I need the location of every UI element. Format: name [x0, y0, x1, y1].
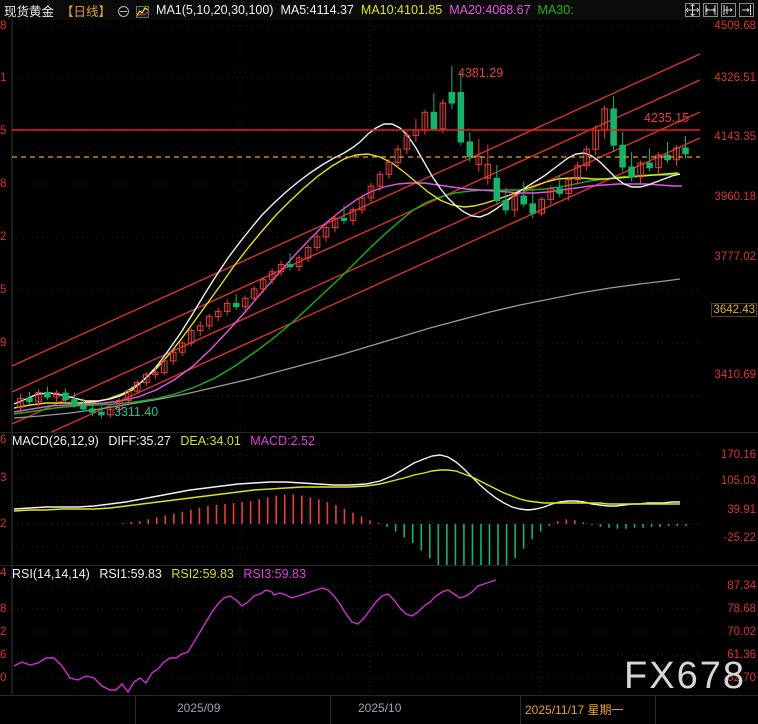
scroll-right-tool-icon[interactable] [739, 3, 754, 17]
price-left-tick: 2 [0, 231, 7, 243]
period-label[interactable]: 【日线】 [61, 4, 112, 19]
rsi-plot[interactable] [0, 566, 700, 695]
macd-macd-value: MACD:2.52 [250, 434, 315, 448]
macd-left-tick: 6 [0, 434, 7, 446]
macd-plot[interactable] [0, 433, 700, 565]
time-axis-separator [135, 696, 136, 724]
peak-price-annotation: 4381.29 [458, 66, 504, 80]
rsi-indicator-name: RSI(14,14,14) [12, 567, 90, 581]
macd-svg [11, 433, 700, 565]
macd-diff-line [13, 454, 680, 511]
ma-chart-icon[interactable] [136, 6, 150, 18]
price-left-tick: 9 [0, 337, 7, 349]
macd-indicator-name: MACD(26,12,9) [12, 434, 99, 448]
price-right-tick: 3410.69 [714, 369, 756, 381]
macd-histogram [121, 494, 687, 565]
time-label: 2025/09 [177, 701, 221, 715]
price-left-tick: 5 [0, 125, 7, 137]
rsi-right-tick: 61.36 [727, 649, 756, 661]
time-label: 2025/10 [358, 701, 402, 715]
rsi-right-axis[interactable]: 87.34 78.68 70.02 61.36 52.70 [700, 566, 758, 695]
price-right-axis[interactable]: 4509.68 4326.51 4143.35 3960.18 3777.02 … [700, 20, 758, 432]
candlestick-series [17, 65, 689, 419]
chart-toolbar [685, 3, 754, 17]
low-price-annotation: 3311.40 [114, 405, 159, 419]
price-plot[interactable]: 4381.29 4235.15 3311.40 [0, 20, 700, 432]
price-left-tick: 8 [0, 20, 7, 32]
time-label-current: 2025/11/17 星期一 [525, 703, 624, 717]
ma10-value: MA10:4101.85 [360, 3, 443, 17]
rsi-svg [11, 566, 700, 695]
price-right-tick-highlight: 3642.43 [711, 303, 757, 317]
macd-right-tick: -25.22 [723, 532, 756, 544]
ma20-value: MA20:4068.67 [449, 3, 531, 17]
rsi-right-tick: 78.68 [727, 603, 756, 615]
rsi3-value: RSI3:59.83 [243, 567, 306, 581]
rsi-left-tick: 2 [0, 626, 7, 638]
ma5-value: MA5:4114.37 [280, 3, 354, 17]
rsi-right-tick: 70.02 [727, 626, 756, 638]
macd-right-axis[interactable]: 170.16 105.03 39.91 -25.22 [700, 433, 758, 565]
rsi-left-tick: 8 [0, 603, 7, 615]
macd-left-tick: 3 [0, 472, 7, 484]
price-right-tick: 4509.68 [714, 20, 756, 32]
minus-circle-icon[interactable] [118, 5, 130, 17]
time-axis-separator [520, 696, 521, 724]
rsi-left-tick: 4 [0, 567, 7, 579]
rsi-right-tick: 52.70 [727, 672, 756, 684]
time-axis-separator [330, 696, 331, 724]
price-right-tick: 4326.51 [714, 72, 756, 84]
macd-right-tick: 170.16 [720, 449, 756, 461]
time-axis-separator [655, 696, 656, 724]
ma30-value: MA30: [537, 3, 574, 17]
price-left-tick: 5 [0, 284, 7, 296]
price-right-tick: 3960.18 [714, 191, 756, 203]
price-right-tick: 4143.35 [714, 131, 756, 143]
time-axis[interactable]: 2025/09 2025/10 2025/11/17 星期一 [0, 695, 758, 724]
symbol-name[interactable]: 现货黄金 [4, 4, 55, 19]
price-right-tick: 3777.02 [714, 251, 756, 263]
rsi-title: RSI(14,14,14) RSI1:59.83 RSI2:59.83 RSI3… [12, 567, 312, 581]
macd-right-tick: 39.91 [727, 504, 756, 516]
macd-left-axis: 6 3 2 [0, 433, 12, 565]
chart-header: 现货黄金 【日线】 MA1(5,10,20,30,100) MA5:4114.3… [0, 0, 758, 20]
macd-pane[interactable]: MACD(26,12,9) DIFF:35.27 DEA:34.01 MACD:… [0, 432, 758, 565]
rsi-line [13, 579, 497, 694]
fit-width-tool-icon[interactable] [703, 3, 718, 17]
rsi-left-tick: 0 [0, 672, 7, 684]
macd-dea-value: DEA:34.01 [180, 434, 241, 448]
macd-diff-value: DIFF:35.27 [108, 434, 171, 448]
macd-left-tick: 2 [0, 518, 7, 530]
price-left-axis: 8 1 5 8 2 5 9 [0, 20, 12, 432]
macd-right-tick: 105.03 [720, 475, 756, 487]
resistance-price-annotation: 4235.15 [644, 111, 690, 125]
macd-dea-line [13, 469, 680, 512]
rsi-left-axis: 4 8 2 6 0 [0, 566, 12, 695]
rsi-left-tick: 6 [0, 649, 7, 661]
price-pane[interactable]: 4381.29 4235.15 3311.40 8 1 5 8 2 5 9 45… [0, 20, 758, 432]
rsi2-value: RSI2:59.83 [171, 567, 234, 581]
price-svg [11, 20, 700, 432]
price-left-tick: 1 [0, 72, 7, 84]
ma-config-label: MA1(5,10,20,30,100) [156, 3, 274, 17]
crosshair-tool-icon[interactable] [685, 3, 700, 17]
rsi-right-tick: 87.34 [727, 580, 756, 592]
rsi-pane[interactable]: RSI(14,14,14) RSI1:59.83 RSI2:59.83 RSI3… [0, 565, 758, 695]
rsi1-value: RSI1:59.83 [99, 567, 162, 581]
fit-left-tool-icon[interactable] [721, 3, 736, 17]
price-left-tick: 8 [0, 178, 7, 190]
macd-title: MACD(26,12,9) DIFF:35.27 DEA:34.01 MACD:… [12, 434, 321, 448]
